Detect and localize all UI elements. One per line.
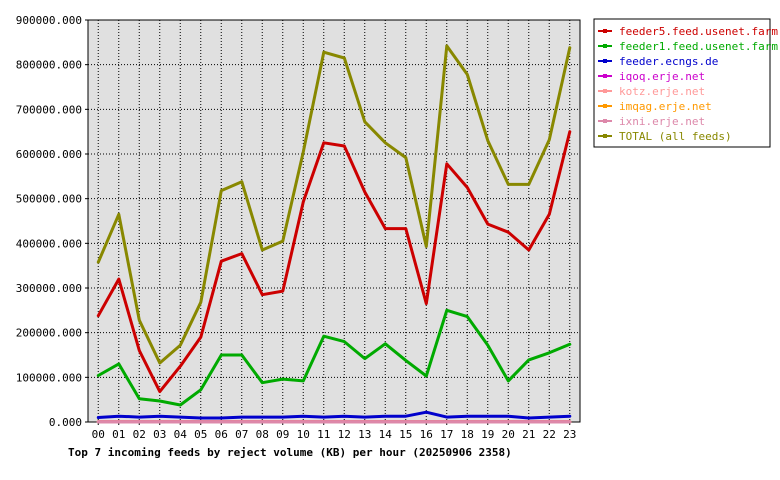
y-axis: 0.000 100000.000 200000.000 300000.000 40000… [16,14,88,429]
x-tick-label: 03 [153,428,166,441]
x-tick-label: 12 [338,428,351,441]
x-tick-label: 19 [481,428,494,441]
legend-label: feeder5.feed.usenet.farm [619,25,778,38]
chart-title: Top 7 incoming feeds by reject volume (K… [68,446,512,459]
y-tick-label: 200000.000 [16,327,82,340]
x-tick-label: 14 [379,428,393,441]
x-tick-label: 00 [92,428,105,441]
x-tick-label: 17 [440,428,453,441]
x-tick-label: 13 [358,428,371,441]
legend-label: feeder.ecngs.de [619,55,718,68]
x-tick-label: 02 [133,428,146,441]
x-tick-label: 20 [502,428,515,441]
legend: feeder5.feed.usenet.farm feeder1.feed.use… [593,18,778,148]
legend-label: kotz.erje.net [619,85,705,98]
x-tick-label: 11 [317,428,330,441]
series-line-2 [96,410,572,420]
legend-label: imqag.erje.net [619,100,712,113]
x-tick-label: 08 [256,428,269,441]
y-tick-label: 900000.000 [16,14,82,27]
series-line-0 [96,130,572,394]
x-tick-label: 21 [522,428,535,441]
legend-marker [603,89,607,93]
y-tick-label: 400000.000 [16,237,82,250]
x-tick-label: 15 [399,428,412,441]
x-tick-label: 09 [276,428,289,441]
x-tick-label: 05 [194,428,207,441]
legend-label: feeder1.feed.usenet.farm [619,40,778,53]
x-tick-label: 16 [420,428,433,441]
legend-marker [603,134,607,138]
series-line-7 [96,44,572,365]
y-tick-label: 300000.000 [16,282,82,295]
x-tick-label: 23 [563,428,576,441]
y-tick-label: 800000.000 [16,59,82,72]
legend-box [593,18,771,148]
y-tick-label: 600000.000 [16,148,82,161]
x-tick-label: 04 [174,428,188,441]
legend-label: TOTAL (all feeds) [619,130,732,143]
y-tick-label: 0.000 [49,416,82,429]
series-lines [96,44,572,424]
legend-marker [603,44,607,48]
legend-label: iqoq.erje.net [619,70,705,83]
x-tick-label: 07 [235,428,248,441]
x-tick-label: 22 [543,428,556,441]
y-tick-label: 700000.000 [16,103,82,116]
legend-marker [603,104,607,108]
legend-marker [603,29,607,33]
legend-marker [603,59,607,63]
legend-marker [603,119,607,123]
x-axis: 00 01 02 03 04 05 06 07 08 09 10 11 12 13 14 15 16 17 18 19… [92,422,576,441]
x-tick-label: 10 [297,428,310,441]
x-tick-label: 18 [461,428,474,441]
y-tick-label: 500000.000 [16,193,82,206]
series-line-1 [96,308,572,407]
legend-label: ixni.erje.net [619,115,705,128]
x-tick-label: 01 [112,428,125,441]
x-tick-label: 06 [215,428,228,441]
legend-marker [603,74,607,78]
y-tick-label: 100000.000 [16,371,82,384]
